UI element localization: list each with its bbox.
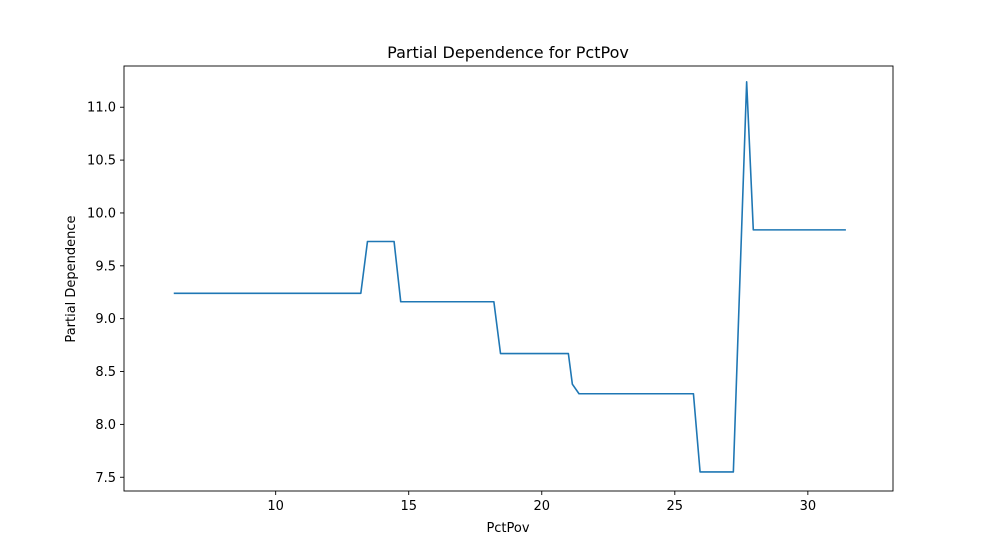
y-tick-label-3: 9.0 xyxy=(95,312,116,327)
series-line-0 xyxy=(173,81,846,473)
y-tick-label-7: 11.0 xyxy=(87,101,116,116)
x-tick-label-20: 20 xyxy=(533,499,550,514)
plot-frame xyxy=(123,65,894,492)
x-tick-label-25: 25 xyxy=(667,499,684,514)
y-axis-label: Partial Dependence xyxy=(64,215,79,342)
y-tick-label-6: 10.5 xyxy=(87,154,116,169)
x-axis-label: PctPov xyxy=(486,521,529,536)
x-tick-label-10: 10 xyxy=(267,499,284,514)
chart-title: Partial Dependence for PctPov xyxy=(387,43,629,62)
x-tick-label-30: 30 xyxy=(800,499,817,514)
y-tick-label-4: 9.5 xyxy=(95,259,116,274)
y-tick-label-2: 8.5 xyxy=(95,365,116,380)
plot-area: 10 15 20 25 30 7.5 8.0 8.5 9.0 9.5 10.0 10.5 11.0 xyxy=(87,65,894,514)
y-tick-label-0: 7.5 xyxy=(95,471,116,486)
x-tick-label-15: 15 xyxy=(400,499,417,514)
y-tick-label-5: 10.0 xyxy=(87,206,116,221)
y-tick-label-1: 8.0 xyxy=(95,418,116,433)
